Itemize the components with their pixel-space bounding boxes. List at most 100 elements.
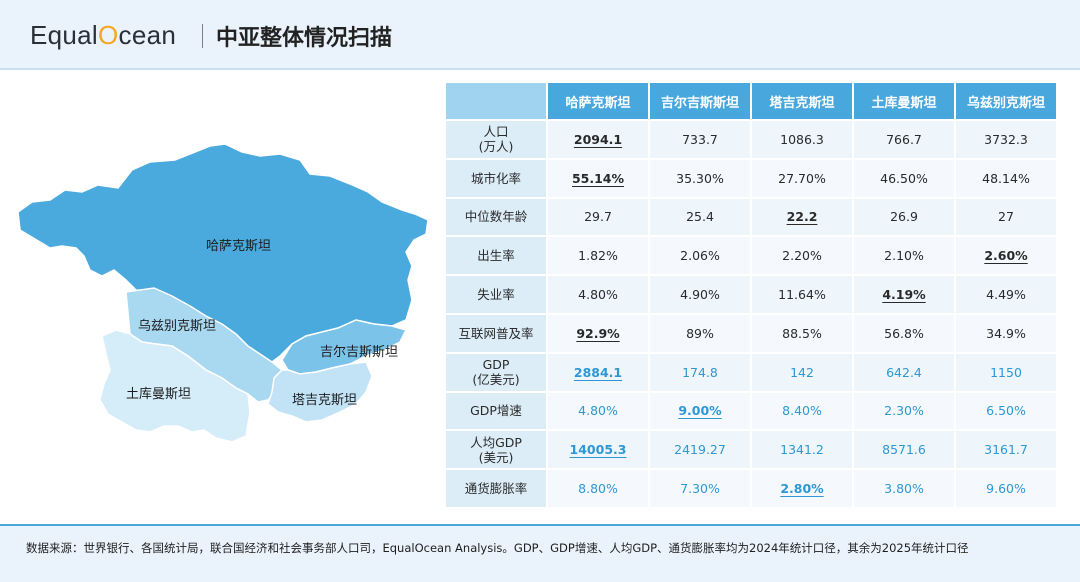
central-asia-map: 哈萨克斯坦 乌兹别克斯坦 吉尔吉斯斯坦 土库曼斯坦 塔吉克斯坦: [10, 130, 440, 460]
country-stats-table: 哈萨克斯坦 吉尔吉斯斯坦 塔吉克斯坦 土库曼斯坦 乌兹别克斯坦 人口 (万人) 20…: [446, 83, 1058, 509]
table-cell: 8571.6: [854, 431, 956, 471]
row-label: GDP (亿美元): [446, 353, 548, 393]
cell-value: 9.60%: [986, 481, 1026, 497]
table-cell: 88.5%: [752, 314, 854, 354]
cell-value: 142: [790, 364, 814, 380]
table-cell: 4.49%: [956, 276, 1058, 315]
cell-value: 29.7: [584, 209, 612, 225]
cell-value: 4.90%: [680, 287, 720, 303]
table-cell: 733.7: [650, 121, 752, 160]
table-cell: 26.9: [854, 198, 956, 238]
table-row: 出生率 1.82% 2.06% 2.20% 2.10% 2.60%: [446, 237, 1058, 277]
cell-value: 26.9: [890, 209, 918, 225]
table-cell: 1.82%: [548, 237, 650, 277]
footer-divider: [0, 524, 1080, 526]
cell-value: 2419.27: [674, 442, 726, 458]
table-cell: 9.00%: [650, 392, 752, 432]
cell-value: 733.7: [682, 131, 718, 147]
table-cell: 4.90%: [650, 276, 752, 315]
highlighted-value: 2.60%: [984, 248, 1028, 264]
table-cell: 89%: [650, 314, 752, 354]
highlighted-value: 55.14%: [571, 170, 625, 186]
data-source-note: 数据来源：世界银行、各国统计局，联合国经济和社会事务部人口司，EqualOcea…: [26, 541, 969, 555]
cell-value: 48.14%: [982, 170, 1030, 186]
map-label-turkmenistan: 土库曼斯坦: [126, 386, 191, 402]
table-cell: 14005.3: [548, 431, 650, 471]
map-label-kyrgyzstan: 吉尔吉斯斯坦: [320, 345, 398, 360]
table-cell: 766.7: [854, 121, 956, 160]
table-row: GDP (亿美元) 2884.1 174.8 142 642.4 1150: [446, 353, 1058, 393]
header-divider: [202, 24, 203, 48]
cell-value: 3.80%: [884, 481, 924, 497]
row-label-main: GDP增速: [470, 403, 522, 419]
row-label-main: 出生率: [477, 248, 515, 264]
map-region-turkmenistan: [99, 329, 251, 443]
table-cell: 142: [752, 353, 854, 393]
cell-value: 2.30%: [884, 403, 924, 419]
cell-value: 4.49%: [986, 287, 1026, 303]
table-cell: 27.70%: [752, 159, 854, 199]
table-header-row: 哈萨克斯坦 吉尔吉斯斯坦 塔吉克斯坦 土库曼斯坦 乌兹别克斯坦: [446, 83, 1058, 121]
table-cell: 4.19%: [854, 276, 956, 315]
cell-value: 25.4: [686, 209, 714, 225]
cell-value: 27.70%: [778, 170, 826, 186]
highlighted-value: 92.9%: [576, 325, 620, 341]
map-label-uzbekistan: 乌兹别克斯坦: [138, 318, 216, 334]
column-header: 哈萨克斯坦: [548, 83, 650, 121]
cell-value: 642.4: [886, 364, 922, 380]
row-label: 人口 (万人): [446, 121, 548, 160]
table-cell: 1150: [956, 353, 1058, 393]
cell-value: 8.80%: [578, 481, 618, 497]
row-label: 互联网普及率: [446, 314, 548, 354]
highlighted-value: 2094.1: [573, 131, 623, 147]
footer-bar: 数据来源：世界银行、各国统计局，联合国经济和社会事务部人口司，EqualOcea…: [0, 526, 1080, 582]
row-label-main: 中位数年龄: [464, 209, 528, 225]
cell-value: 4.80%: [578, 287, 618, 303]
table-cell: 55.14%: [548, 159, 650, 199]
row-label-main: 失业率: [477, 287, 515, 303]
row-label-main: 人均GDP: [470, 434, 522, 450]
cell-value: 46.50%: [880, 170, 928, 186]
row-label: 出生率: [446, 237, 548, 277]
cell-value: 1341.2: [780, 442, 824, 458]
table-cell: 2.20%: [752, 237, 854, 277]
cell-value: 174.8: [682, 364, 718, 380]
row-label-main: 互联网普及率: [458, 325, 534, 341]
cell-value: 1086.3: [780, 131, 824, 147]
cell-value: 11.64%: [778, 287, 826, 303]
page-title: 中亚整体情况扫描: [216, 26, 393, 51]
table-cell: 4.80%: [548, 276, 650, 315]
row-label-unit: (万人): [478, 139, 514, 155]
equalocean-logo: EqualOcean: [30, 20, 177, 50]
cell-value: 88.5%: [782, 325, 822, 341]
map-region-tajikistan: [267, 361, 373, 423]
table-cell: 25.4: [650, 198, 752, 238]
table-cell: 3732.3: [956, 121, 1058, 160]
table-cell: 3.80%: [854, 470, 956, 509]
row-label: 失业率: [446, 276, 548, 315]
cell-value: 56.8%: [884, 325, 924, 341]
row-label: 通货膨胀率: [446, 470, 548, 509]
cell-value: 2.06%: [680, 248, 720, 264]
table-cell: 46.50%: [854, 159, 956, 199]
table-cell: 7.30%: [650, 470, 752, 509]
row-label: 城市化率: [446, 159, 548, 199]
table-cell: 48.14%: [956, 159, 1058, 199]
table-cell: 8.80%: [548, 470, 650, 509]
cell-value: 2.10%: [884, 248, 924, 264]
table-cell: 34.9%: [956, 314, 1058, 354]
cell-value: 2.20%: [782, 248, 822, 264]
table-cell: 3161.7: [956, 431, 1058, 471]
table-row: 城市化率 55.14% 35.30% 27.70% 46.50% 48.14%: [446, 159, 1058, 199]
cell-value: 1150: [990, 364, 1022, 380]
row-label-main: 城市化率: [470, 170, 521, 186]
highlighted-value: 9.00%: [678, 403, 722, 419]
highlighted-value: 4.19%: [882, 287, 926, 303]
cell-value: 766.7: [886, 131, 922, 147]
column-header: 土库曼斯坦: [854, 83, 956, 121]
table-cell: 35.30%: [650, 159, 752, 199]
table-cell: 2.80%: [752, 470, 854, 509]
table-cell: 29.7: [548, 198, 650, 238]
table-row: GDP增速 4.80% 9.00% 8.40% 2.30% 6.50%: [446, 392, 1058, 432]
table-cell: 2884.1: [548, 353, 650, 393]
